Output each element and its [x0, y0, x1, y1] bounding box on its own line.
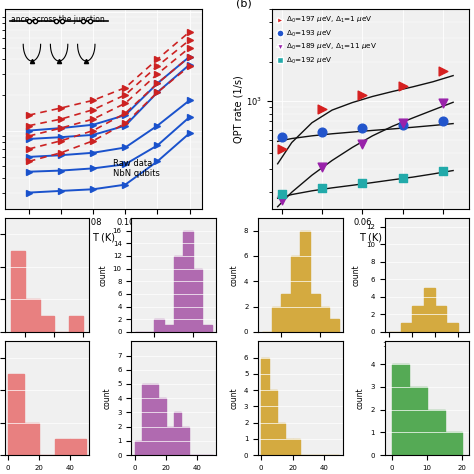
Text: ance across the junction: ance across the junction: [11, 16, 104, 25]
Bar: [277, 422, 285, 455]
Bar: [412, 306, 424, 332]
$\Delta_0$=192 $\mu$eV: [358, 179, 366, 187]
$\Delta_0$=192 $\mu$eV: [278, 190, 285, 198]
Bar: [173, 256, 183, 332]
X-axis label: $\Delta_0$: $\Delta_0$: [422, 353, 432, 365]
Bar: [193, 269, 202, 332]
$\Delta_0$=197 $\mu$eV, $\Delta_1$=1 $\mu$eV: [439, 67, 447, 74]
$\Delta_0$=193 $\mu$eV: [439, 117, 447, 125]
Bar: [392, 364, 410, 455]
Bar: [424, 288, 435, 332]
Bar: [142, 384, 150, 455]
$\Delta_0$=192 $\mu$eV: [318, 184, 326, 192]
Bar: [166, 427, 173, 455]
$\Delta_0$=193 $\mu$eV: [399, 121, 407, 129]
$\Delta_0$=197 $\mu$eV, $\Delta_1$=1 $\mu$eV: [358, 91, 366, 99]
Bar: [427, 410, 445, 455]
$\Delta_0$=193 $\mu$eV: [318, 128, 326, 136]
$\Delta_0$=189 $\mu$eV, $\Delta_1$=11 $\mu$eV: [399, 119, 407, 127]
$\Delta_0$=193 $\mu$eV: [358, 124, 366, 132]
Bar: [71, 439, 86, 455]
Y-axis label: count: count: [352, 264, 361, 286]
Bar: [135, 441, 142, 455]
Bar: [155, 319, 164, 332]
Bar: [183, 231, 193, 332]
Bar: [269, 390, 277, 455]
$\Delta_0$=197 $\mu$eV, $\Delta_1$=1 $\mu$eV: [399, 82, 407, 90]
X-axis label: $\Delta_0$ (ueV): $\Delta_0$ (ueV): [157, 353, 191, 365]
Y-axis label: count: count: [103, 387, 112, 409]
Bar: [319, 307, 329, 332]
Bar: [10, 251, 25, 332]
Bar: [447, 323, 458, 332]
Y-axis label: count: count: [98, 264, 107, 286]
Bar: [291, 256, 301, 332]
Legend: $\Delta_0$=197 $\mu$eV, $\Delta_1$=1 $\mu$eV, $\Delta_0$=193 $\mu$eV, $\Delta_0$: $\Delta_0$=197 $\mu$eV, $\Delta_1$=1 $\m…: [275, 13, 380, 68]
Bar: [69, 316, 83, 332]
$\Delta_0$=193 $\mu$eV: [278, 133, 285, 141]
$\Delta_0$=189 $\mu$eV, $\Delta_1$=11 $\mu$eV: [278, 196, 285, 204]
Bar: [8, 374, 24, 455]
X-axis label: $\Delta_0$ (ueV): $\Delta_0$ (ueV): [30, 353, 64, 365]
Bar: [310, 294, 319, 332]
$\Delta_0$=189 $\mu$eV, $\Delta_1$=11 $\mu$eV: [318, 164, 326, 171]
Text: (b): (b): [236, 0, 252, 9]
Bar: [24, 422, 39, 455]
Y-axis label: QPT rate (1/s): QPT rate (1/s): [233, 75, 243, 143]
Y-axis label: count: count: [229, 387, 238, 409]
Bar: [401, 323, 412, 332]
Bar: [410, 387, 427, 455]
Bar: [261, 357, 269, 455]
$\Delta_0$=192 $\mu$eV: [439, 167, 447, 175]
Bar: [25, 299, 40, 332]
Y-axis label: count: count: [229, 264, 238, 286]
Bar: [445, 432, 462, 455]
X-axis label: $\Delta_0$ (ueV): $\Delta_0$ (ueV): [283, 353, 317, 365]
$\Delta_0$=189 $\mu$eV, $\Delta_1$=11 $\mu$eV: [439, 100, 447, 107]
Bar: [164, 326, 173, 332]
Bar: [202, 326, 212, 332]
Bar: [173, 412, 182, 455]
Bar: [272, 307, 281, 332]
Bar: [55, 439, 71, 455]
X-axis label: T (K): T (K): [359, 233, 382, 243]
$\Delta_0$=197 $\mu$eV, $\Delta_1$=1 $\mu$eV: [318, 105, 326, 112]
Bar: [301, 231, 310, 332]
Bar: [292, 439, 301, 455]
Bar: [329, 319, 339, 332]
Bar: [182, 427, 189, 455]
Bar: [285, 439, 292, 455]
Y-axis label: count: count: [356, 387, 365, 409]
$\Delta_0$=197 $\mu$eV, $\Delta_1$=1 $\mu$eV: [278, 145, 285, 153]
Bar: [158, 398, 166, 455]
Text: Raw data
NbN qubits: Raw data NbN qubits: [113, 159, 160, 178]
Bar: [40, 316, 54, 332]
Bar: [281, 294, 291, 332]
X-axis label: T (K): T (K): [92, 233, 115, 243]
$\Delta_0$=192 $\mu$eV: [399, 174, 407, 182]
Bar: [435, 306, 447, 332]
$\Delta_0$=189 $\mu$eV, $\Delta_1$=11 $\mu$eV: [358, 140, 366, 147]
Bar: [150, 384, 158, 455]
